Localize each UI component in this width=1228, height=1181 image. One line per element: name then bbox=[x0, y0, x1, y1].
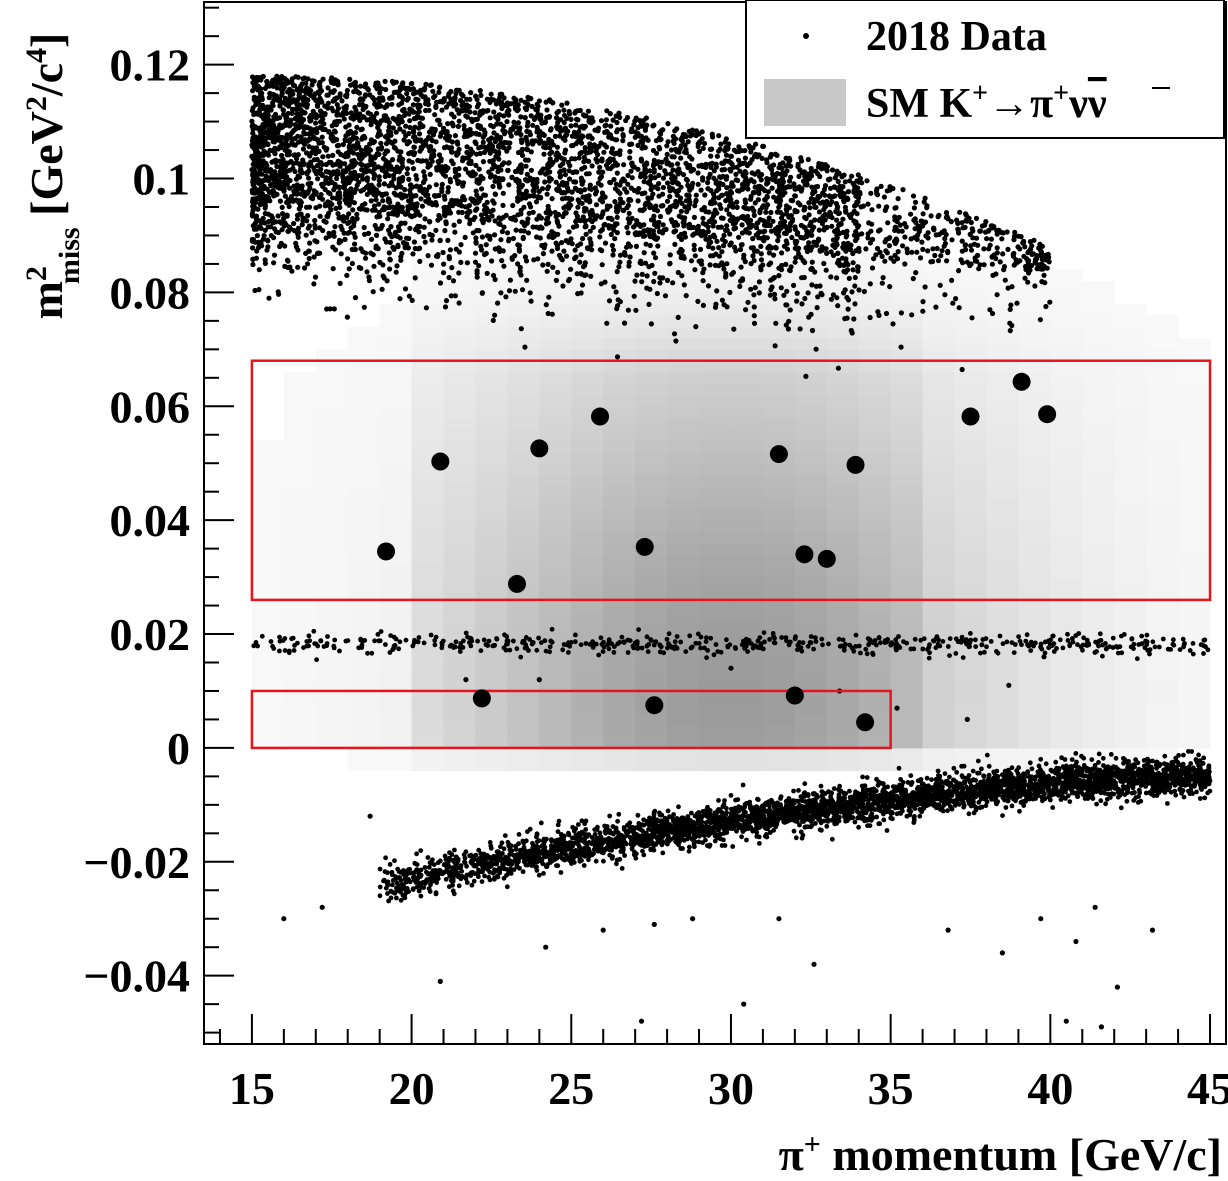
signal-candidate-point bbox=[530, 439, 549, 458]
x-axis-title: π+ momentum [GeV/c] bbox=[779, 1128, 1222, 1181]
y-tick-label: 0 bbox=[167, 723, 190, 774]
y-tick-label: 0.1 bbox=[133, 154, 191, 205]
x-tick-label: 15 bbox=[229, 1063, 275, 1114]
sm-expectation-shading bbox=[251, 246, 1211, 772]
x-tick-label: 45 bbox=[1187, 1063, 1228, 1114]
y-axis-title: m2miss [GeV2/c4] bbox=[20, 33, 86, 320]
signal-candidate-point bbox=[635, 537, 654, 556]
signal-candidate-point bbox=[377, 542, 396, 561]
y-tick-label: 0.12 bbox=[110, 40, 191, 91]
signal-candidate-point bbox=[817, 549, 836, 568]
signal-candidate-point bbox=[785, 686, 804, 705]
signal-candidate-point bbox=[769, 445, 788, 464]
signal-region-box bbox=[250, 689, 892, 750]
plot-frame bbox=[203, 1, 1227, 1045]
x-tick-label: 35 bbox=[868, 1063, 914, 1114]
signal-regions bbox=[250, 359, 1212, 750]
background-data-points bbox=[249, 73, 1213, 1030]
signal-candidate-point bbox=[961, 407, 980, 426]
legend-label-sm: SM K+→π+νν bbox=[866, 78, 1107, 128]
x-tick-label: 30 bbox=[708, 1063, 754, 1114]
signal-candidates bbox=[377, 372, 1057, 732]
legend-sm-box bbox=[764, 79, 846, 126]
x-tick-label: 20 bbox=[389, 1063, 435, 1114]
signal-candidate-point bbox=[795, 545, 814, 564]
signal-candidate-point bbox=[1038, 405, 1057, 424]
signal-candidate-point bbox=[856, 713, 875, 732]
signal-candidate-point bbox=[507, 574, 526, 593]
signal-candidate-point bbox=[846, 455, 865, 474]
legend-label-data: 2018 Data bbox=[866, 14, 1047, 60]
x-tick-label: 25 bbox=[548, 1063, 594, 1114]
signal-candidate-point bbox=[591, 407, 610, 426]
y-tick-label: −0.02 bbox=[83, 837, 190, 888]
signal-candidate-point bbox=[431, 452, 450, 471]
y-tick-label: −0.04 bbox=[83, 951, 190, 1002]
signal-candidate-point bbox=[472, 689, 491, 708]
y-tick-label: 0.08 bbox=[110, 267, 191, 318]
signal-candidate-point bbox=[645, 696, 664, 715]
y-tick-label: 0.06 bbox=[110, 381, 191, 432]
x-tick-label: 40 bbox=[1027, 1063, 1073, 1114]
signal-region-box bbox=[250, 359, 1212, 602]
y-tick-label: 0.04 bbox=[110, 495, 191, 546]
legend-data-marker bbox=[803, 33, 809, 39]
legend: 2018 Data SM K+→π+νν bbox=[745, 0, 1225, 139]
axes: 15 20 25 30 35 40 45 −0.04 −0.02 0 0.02 0.04 0.06 0.0… bbox=[83, 1, 1228, 1114]
signal-candidate-point bbox=[1012, 372, 1031, 391]
y-tick-label: 0.02 bbox=[110, 609, 191, 660]
